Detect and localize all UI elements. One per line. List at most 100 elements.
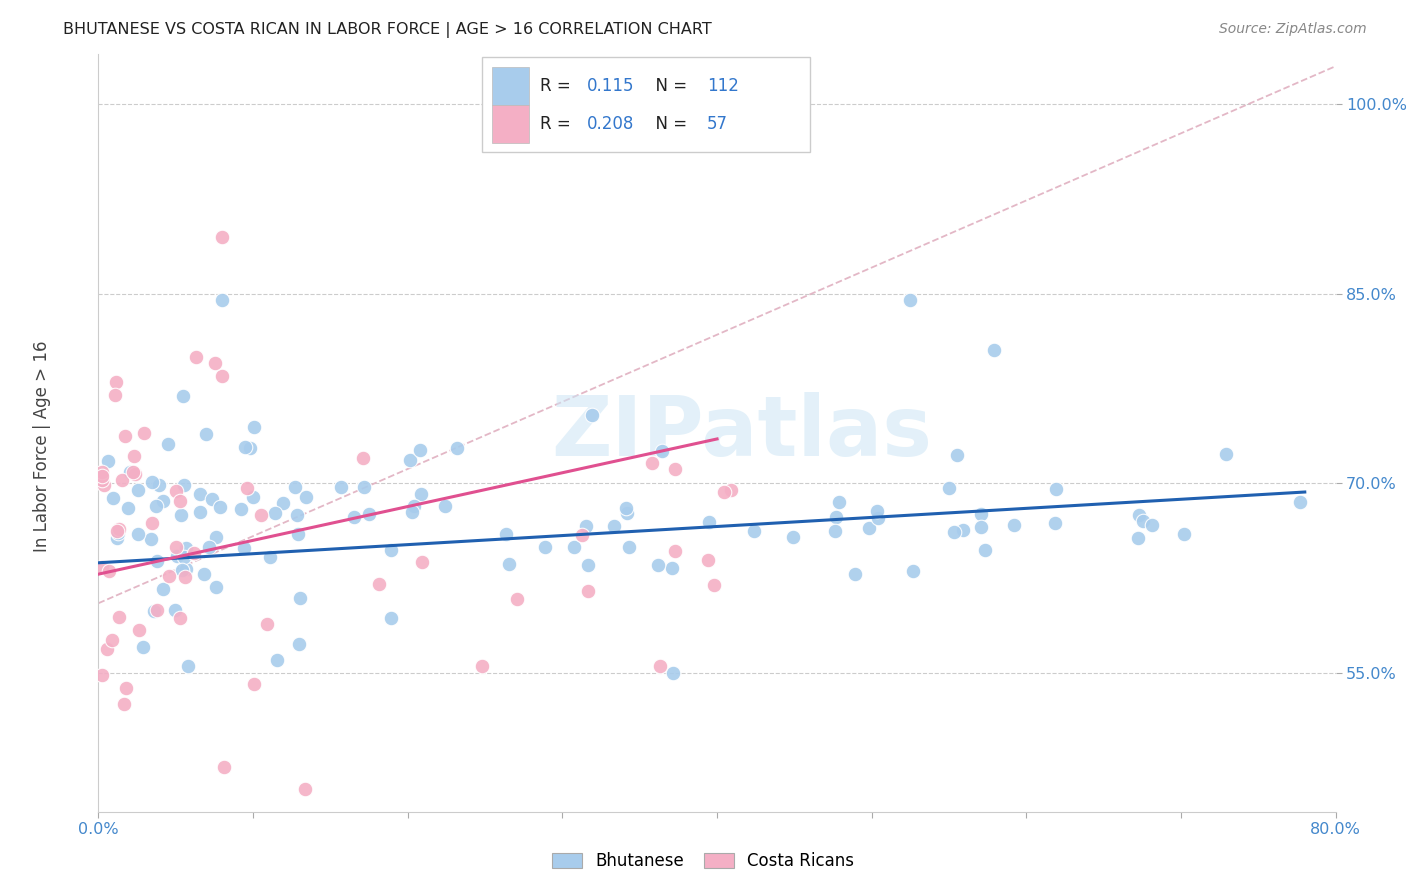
Point [90,465,112,479]
Point [97,454,120,468]
Point [661,665,683,680]
Point [446,441,468,455]
Text: 112: 112 [707,77,740,95]
Point [214,760,236,774]
Point [127,483,149,498]
Point [169,611,191,625]
Point [90,560,112,574]
Point [664,544,686,558]
Text: BHUTANESE VS COSTA RICAN IN LABOR FORCE | AGE > 16 CORRELATION CHART: BHUTANESE VS COSTA RICAN IN LABOR FORCE … [63,22,711,38]
Point [211,229,233,244]
Point [107,525,129,540]
Text: N =: N = [645,77,693,95]
Point [114,429,136,443]
Point [827,494,849,508]
Point [183,546,205,560]
Point [195,427,218,442]
Point [173,477,195,491]
Point [239,441,262,455]
FancyBboxPatch shape [482,57,810,153]
Point [146,603,169,617]
Point [1140,518,1163,533]
Point [471,659,494,673]
Point [844,566,866,581]
Point [1128,531,1150,545]
Point [174,570,197,584]
Point [170,508,193,522]
Point [969,520,991,534]
Point [294,490,316,504]
Point [398,453,420,467]
Point [696,552,718,566]
Point [614,500,637,515]
Point [188,506,211,520]
Point [156,437,179,451]
Point [578,584,600,599]
Point [938,481,960,495]
Point [145,499,167,513]
Point [146,553,169,567]
Point [266,653,288,667]
Point [105,524,128,538]
Point [165,540,187,554]
Point [782,531,804,545]
Point [343,510,366,524]
Point [108,522,131,536]
Point [157,569,180,583]
FancyBboxPatch shape [492,67,529,105]
Point [165,603,187,617]
Point [720,483,742,497]
Point [506,592,529,607]
Point [117,500,139,515]
Point [115,681,138,695]
Point [571,528,593,542]
Point [699,515,721,529]
Point [409,443,432,458]
Point [173,389,195,403]
Point [105,375,128,389]
Point [411,555,433,569]
Point [294,781,316,796]
Text: N =: N = [645,115,693,133]
Point [242,490,264,504]
Text: ZIPatlas: ZIPatlas [551,392,932,473]
FancyBboxPatch shape [492,105,529,143]
Point [108,609,131,624]
Point [970,508,993,522]
Point [107,531,129,545]
Point [93,477,115,491]
Point [901,565,924,579]
Point [122,449,145,463]
Point [713,485,735,500]
Point [128,623,150,637]
Point [204,580,226,594]
Point [166,549,188,564]
Point [132,640,155,655]
Point [211,368,233,383]
Point [433,499,456,513]
Point [287,527,309,541]
Point [193,566,215,581]
Point [176,541,198,556]
Point [118,466,141,480]
Point [1215,447,1237,461]
Point [243,420,266,434]
Point [104,387,127,401]
Point [973,543,995,558]
Point [576,558,599,573]
Point [173,550,195,565]
Point [581,409,603,423]
Point [256,617,278,632]
Point [288,637,311,651]
Point [284,480,307,494]
Point [170,563,193,577]
Point [409,487,432,501]
Point [128,527,150,541]
Point [204,530,226,544]
Point [264,506,287,520]
Point [143,604,166,618]
Point [866,504,889,518]
Point [898,293,921,307]
Point [380,611,402,625]
Point [285,508,308,523]
